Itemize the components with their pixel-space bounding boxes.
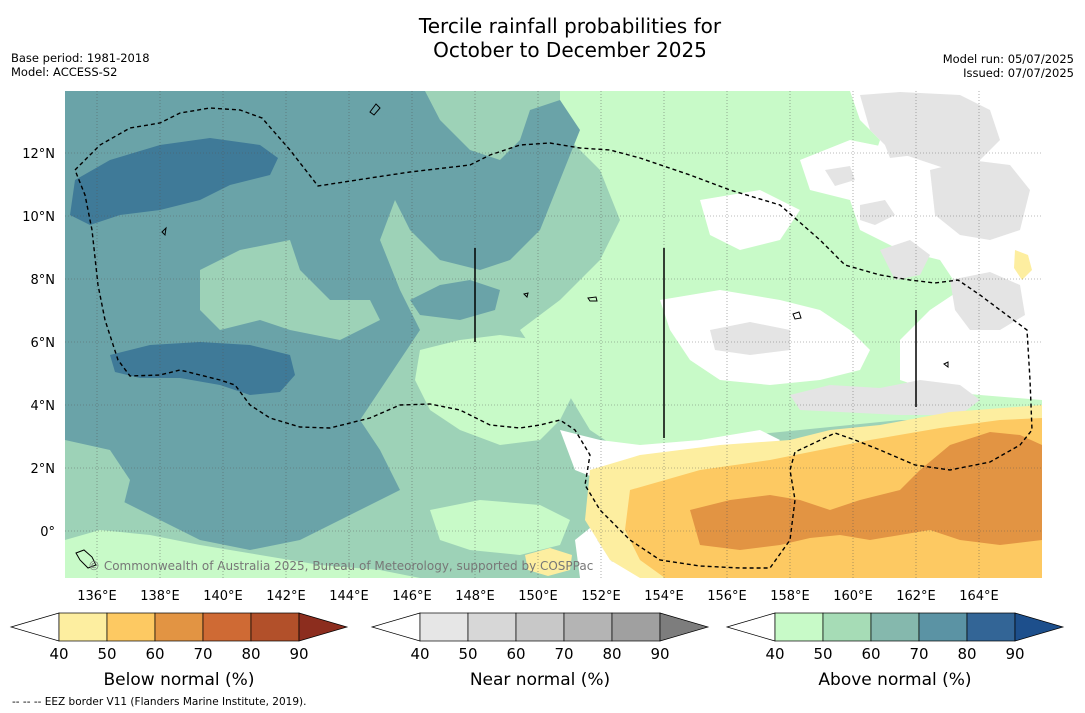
cb-tick: 50 bbox=[458, 645, 477, 663]
boundary-lines bbox=[474, 248, 917, 438]
lat-tick: 12°N bbox=[22, 147, 55, 162]
lat-tick: 8°N bbox=[31, 273, 56, 288]
cb-segment bbox=[419, 612, 469, 642]
run-info: Model run: 05/07/2025 Issued: 07/07/2025 bbox=[943, 52, 1074, 80]
cb-segment bbox=[58, 612, 108, 642]
cb-tick: 80 bbox=[241, 645, 260, 663]
cb-label: Below normal (%) bbox=[104, 670, 255, 690]
cb-high-cap bbox=[659, 612, 710, 642]
model-name: Model: ACCESS-S2 bbox=[11, 65, 118, 79]
cb-tick: 40 bbox=[765, 645, 784, 663]
cb-segment bbox=[106, 612, 156, 642]
cb-segment bbox=[515, 612, 565, 642]
cb-segment bbox=[611, 612, 661, 642]
cb-segment bbox=[918, 612, 968, 642]
lat-tick: 2°N bbox=[31, 462, 56, 477]
probability-field bbox=[65, 91, 1042, 578]
lon-tick: 138°E bbox=[140, 589, 180, 604]
lon-tick: 154°E bbox=[644, 589, 684, 604]
lat-tick: 6°N bbox=[31, 336, 56, 351]
cb-tick: 90 bbox=[650, 645, 669, 663]
lon-tick: 158°E bbox=[770, 589, 810, 604]
lat-tick-labels: 12°N 10°N 8°N 6°N 4°N 2°N 0° bbox=[22, 147, 55, 540]
cb-low-cap bbox=[370, 612, 421, 642]
cb-segment bbox=[966, 612, 1016, 642]
lon-tick: 146°E bbox=[392, 589, 432, 604]
colorbar-above-normal: 40 50 60 70 80 90 Above normal (%) bbox=[725, 612, 1065, 690]
cb-tick: 80 bbox=[957, 645, 976, 663]
cb-segment bbox=[467, 612, 517, 642]
cb-segment bbox=[870, 612, 920, 642]
cb-tick: 70 bbox=[554, 645, 573, 663]
cb-tick: 60 bbox=[145, 645, 164, 663]
cb-tick: 80 bbox=[602, 645, 621, 663]
lon-tick: 150°E bbox=[518, 589, 558, 604]
title-line-1: Tercile rainfall probabilities for bbox=[418, 14, 722, 38]
lon-tick: 144°E bbox=[329, 589, 369, 604]
colorbar-below-normal: 40 50 60 70 80 90 Below normal (%) bbox=[9, 612, 349, 690]
map-title: Tercile rainfall probabilities for Octob… bbox=[0, 14, 1085, 62]
colorbar-near-normal: 40 50 60 70 80 90 Near normal (%) bbox=[370, 612, 710, 690]
lat-tick: 0° bbox=[40, 525, 55, 540]
cb-label: Near normal (%) bbox=[470, 670, 610, 690]
issued-date: Issued: 07/07/2025 bbox=[963, 66, 1074, 80]
cb-low-cap bbox=[9, 612, 60, 642]
cb-label: Above normal (%) bbox=[818, 670, 971, 690]
lon-tick: 152°E bbox=[581, 589, 621, 604]
cb-tick: 60 bbox=[861, 645, 880, 663]
cb-high-cap bbox=[298, 612, 349, 642]
graticule bbox=[65, 91, 1042, 578]
cb-segment bbox=[563, 612, 613, 642]
eez-border bbox=[74, 107, 1033, 569]
cb-low-cap bbox=[725, 612, 776, 642]
lon-tick: 156°E bbox=[707, 589, 747, 604]
lon-tick: 148°E bbox=[455, 589, 495, 604]
cb-tick: 60 bbox=[506, 645, 525, 663]
lon-tick-labels: 136°E 138°E 140°E 142°E 144°E 146°E 148°… bbox=[77, 589, 999, 604]
cb-tick: 50 bbox=[813, 645, 832, 663]
lon-tick: 164°E bbox=[959, 589, 999, 604]
lat-tick: 10°N bbox=[22, 210, 55, 225]
cb-tick: 40 bbox=[49, 645, 68, 663]
lon-tick: 160°E bbox=[833, 589, 873, 604]
lon-tick: 162°E bbox=[896, 589, 936, 604]
cb-high-cap bbox=[1014, 612, 1065, 642]
model-run: Model run: 05/07/2025 bbox=[942, 52, 1074, 66]
lat-tick: 4°N bbox=[31, 399, 56, 414]
eez-footnote: -- -- -- EEZ border V11 (Flanders Marine… bbox=[12, 696, 307, 708]
cb-tick: 70 bbox=[909, 645, 928, 663]
cb-tick: 90 bbox=[289, 645, 308, 663]
cb-tick: 90 bbox=[1005, 645, 1024, 663]
cb-segment bbox=[250, 612, 300, 642]
cb-segment bbox=[154, 612, 204, 642]
cb-segment bbox=[822, 612, 872, 642]
cb-tick: 70 bbox=[193, 645, 212, 663]
model-info: Base period: 1981-2018 Model: ACCESS-S2 bbox=[11, 51, 150, 79]
cb-segment bbox=[202, 612, 252, 642]
islands bbox=[75, 103, 949, 569]
cb-tick: 50 bbox=[97, 645, 116, 663]
lon-tick: 142°E bbox=[266, 589, 306, 604]
title-line-2: October to December 2025 bbox=[433, 38, 707, 62]
base-period: Base period: 1981-2018 bbox=[11, 51, 150, 65]
lon-tick: 140°E bbox=[203, 589, 243, 604]
copyright-text: © Commonwealth of Australia 2025, Bureau… bbox=[88, 559, 593, 573]
cb-tick: 40 bbox=[410, 645, 429, 663]
lon-tick: 136°E bbox=[77, 589, 117, 604]
cb-segment bbox=[774, 612, 824, 642]
